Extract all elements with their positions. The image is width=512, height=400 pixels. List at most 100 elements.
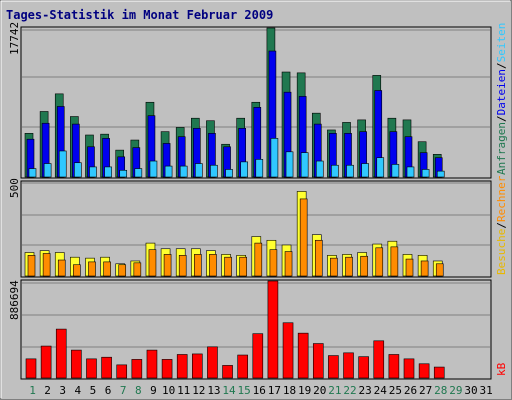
bar-seiten-day-15 <box>240 161 248 178</box>
bar-kb-day-4 <box>71 349 82 379</box>
bar-seiten-day-21 <box>331 164 339 178</box>
bar-seiten-day-23 <box>361 163 369 178</box>
day-label-8: 8 <box>135 384 142 397</box>
bar-rechner-day-1 <box>27 255 36 277</box>
bar-kb-day-26 <box>403 358 415 379</box>
bar-seiten-day-22 <box>346 164 354 178</box>
legend-part-1: / <box>495 115 508 122</box>
legend-part-2: Dateien <box>495 69 508 115</box>
day-label-2: 2 <box>44 384 51 397</box>
bar-kb-day-21 <box>328 355 339 379</box>
day-label-14: 14 <box>222 384 236 397</box>
day-label-23: 23 <box>359 384 372 397</box>
day-label-21: 21 <box>328 384 341 397</box>
bar-rechner-day-25 <box>390 246 399 277</box>
bar-seiten-day-10 <box>164 165 173 178</box>
bar-rechner-day-4 <box>73 264 81 277</box>
bars-visits-hosts <box>24 191 444 277</box>
bar-seiten-day-20 <box>315 160 324 178</box>
bar-seiten-day-27 <box>421 169 430 178</box>
top-ymax-label: 17742 <box>8 22 21 55</box>
day-label-19: 19 <box>298 384 311 397</box>
bar-kb-day-13 <box>207 346 218 379</box>
day-label-16: 16 <box>253 384 266 397</box>
legend-part-3: / <box>495 62 508 69</box>
bar-kb-day-7 <box>116 364 128 379</box>
day-label-6: 6 <box>105 384 112 397</box>
bar-seiten-day-3 <box>58 150 67 178</box>
day-label-13: 13 <box>207 384 220 397</box>
bar-rechner-day-3 <box>57 259 66 277</box>
bar-rechner-day-8 <box>133 262 142 277</box>
bar-seiten-day-18 <box>285 151 294 178</box>
day-label-3: 3 <box>59 384 66 397</box>
bar-kb-day-27 <box>418 363 430 379</box>
bar-rechner-day-26 <box>405 258 414 277</box>
bar-kb-day-3 <box>55 328 67 379</box>
bar-kb-day-2 <box>40 345 52 379</box>
middle-ymax-label: 500 <box>8 178 21 198</box>
bar-seiten-day-26 <box>406 166 415 178</box>
bar-seiten-day-8 <box>134 168 143 178</box>
day-label-11: 11 <box>177 384 190 397</box>
day-label-27: 27 <box>419 384 432 397</box>
bar-kb-day-28 <box>433 366 445 379</box>
bars-kb <box>25 280 445 379</box>
bar-seiten-day-2 <box>43 163 52 178</box>
bar-rechner-day-24 <box>375 247 384 277</box>
day-label-29: 29 <box>449 384 462 397</box>
day-label-20: 20 <box>313 384 326 397</box>
bar-seiten-day-13 <box>210 164 218 178</box>
day-label-25: 25 <box>389 384 402 397</box>
bar-kb-day-8 <box>131 359 143 379</box>
bar-seiten-day-17 <box>270 138 279 178</box>
bars-requests-files-pages <box>24 27 445 178</box>
bar-kb-day-19 <box>297 332 309 379</box>
bar-seiten-day-25 <box>391 164 400 178</box>
bar-seiten-day-9 <box>149 160 158 178</box>
day-label-28: 28 <box>434 384 447 397</box>
day-label-17: 17 <box>268 384 281 397</box>
day-label-10: 10 <box>162 384 175 397</box>
bar-seiten-day-19 <box>300 152 309 178</box>
bar-seiten-day-28 <box>436 170 445 178</box>
legend-visits-hosts: Besuche/Rechner <box>495 175 508 275</box>
bar-rechner-day-23 <box>360 255 368 277</box>
bar-rechner-day-22 <box>345 256 353 277</box>
bar-kb-day-11 <box>176 354 188 379</box>
legend-requests-files-pages: Anfragen/Dateien/Seiten <box>495 23 508 175</box>
bar-kb-day-17 <box>267 280 279 379</box>
bar-rechner-day-5 <box>88 261 96 277</box>
bar-kb-day-25 <box>388 354 400 379</box>
bar-seiten-day-11 <box>179 165 188 178</box>
bottom-ymax-label: 886694 <box>8 280 21 320</box>
bar-rechner-day-16 <box>254 242 263 277</box>
bar-kb-day-5 <box>86 358 97 379</box>
day-label-12: 12 <box>192 384 205 397</box>
bar-kb-day-12 <box>192 353 203 379</box>
day-label-18: 18 <box>283 384 296 397</box>
day-label-1: 1 <box>29 384 36 397</box>
legend-part-1: / <box>495 222 508 229</box>
bar-kb-day-15 <box>237 354 248 379</box>
bar-kb-day-18 <box>282 322 294 379</box>
bar-seiten-day-14 <box>225 169 233 178</box>
day-label-31: 31 <box>479 384 492 397</box>
bar-rechner-day-21 <box>330 257 338 277</box>
day-label-15: 15 <box>238 384 251 397</box>
bar-rechner-day-7 <box>118 264 127 277</box>
day-label-26: 26 <box>404 384 417 397</box>
bar-kb-day-20 <box>312 343 324 379</box>
legend-part-0: Anfragen <box>495 122 508 175</box>
day-label-4: 4 <box>75 384 82 397</box>
day-label-7: 7 <box>120 384 127 397</box>
bar-kb-day-16 <box>252 333 264 379</box>
bar-rechner-day-28 <box>435 263 444 277</box>
legend-part-0: Besuche <box>495 229 508 275</box>
bar-rechner-day-15 <box>239 256 247 277</box>
bar-kb-day-9 <box>146 349 158 379</box>
bar-kb-day-14 <box>222 365 233 379</box>
day-label-22: 22 <box>343 384 356 397</box>
